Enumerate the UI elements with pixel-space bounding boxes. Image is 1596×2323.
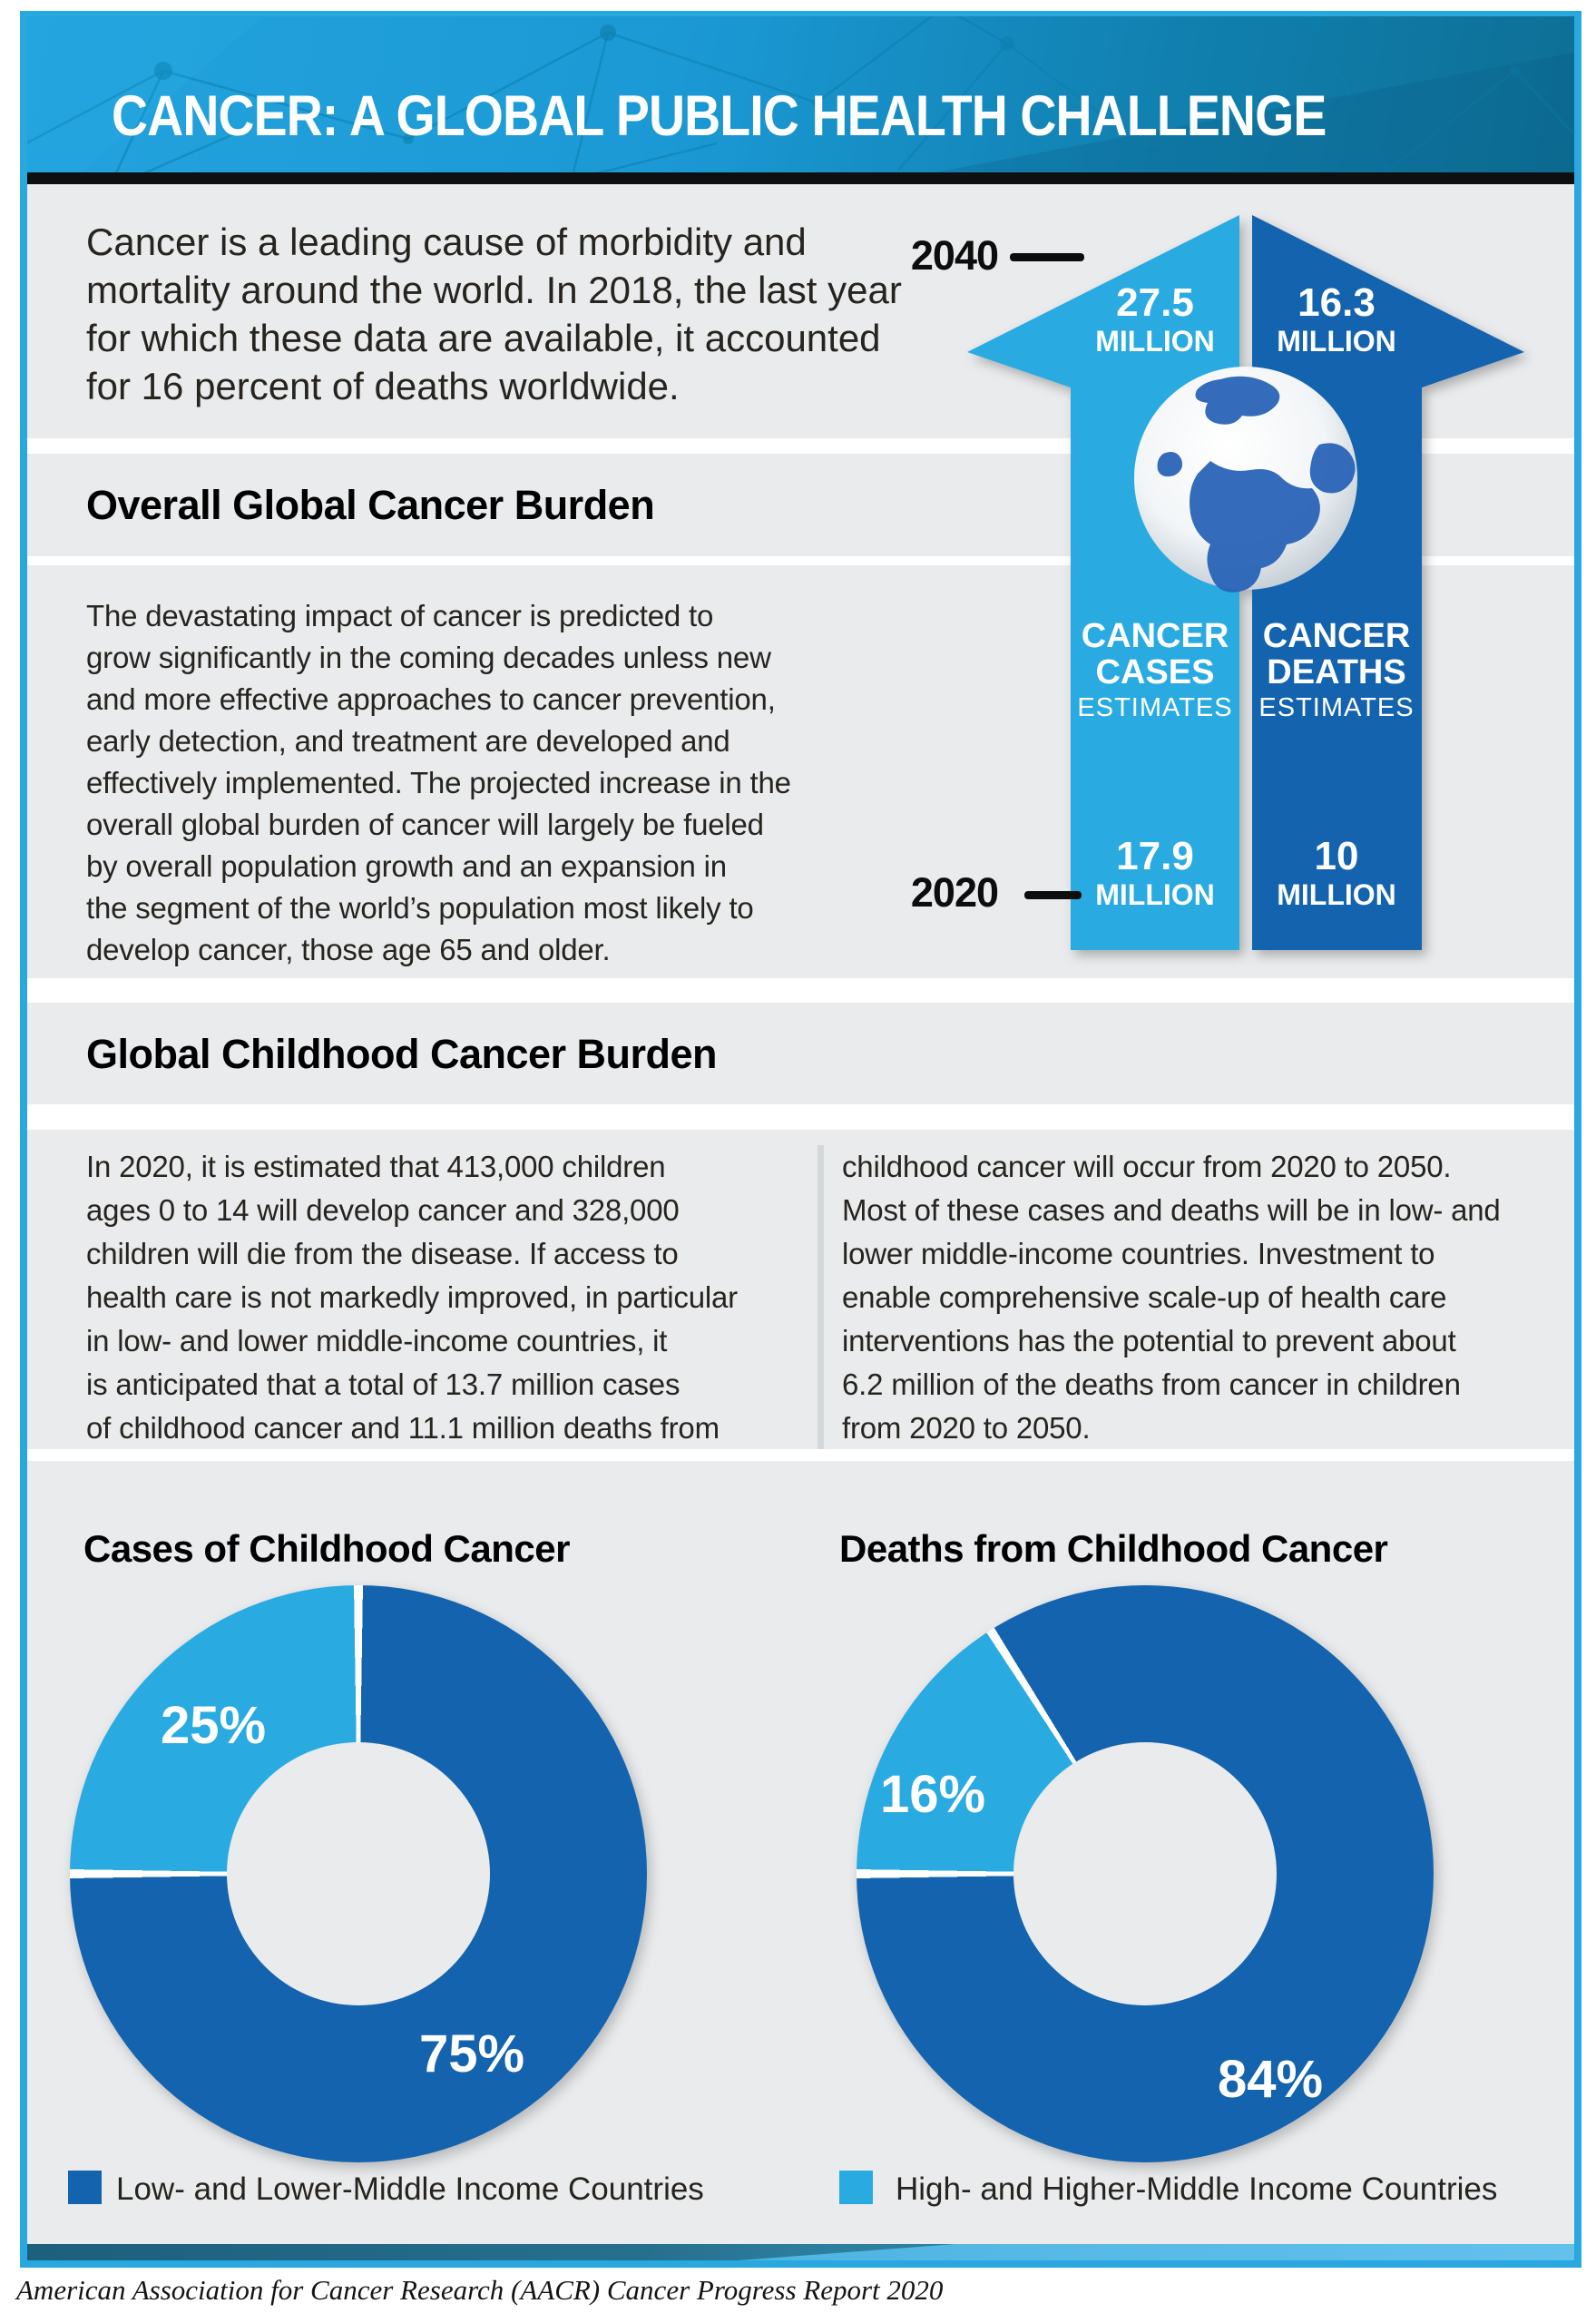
cases-donut-chart: 25% 75% [70, 1585, 647, 2162]
year-2020-label: 2020 [910, 869, 999, 916]
deaths-2040-value: 16.3 MILLION [1246, 280, 1427, 358]
globe-icon [1134, 367, 1357, 593]
deaths-donut-title: Deaths from Childhood Cancer [839, 1527, 1388, 1570]
header-banner: CANCER: A GLOBAL PUBLIC HEALTH CHALLENGE [27, 16, 1574, 172]
pct-label-light: 16% [879, 1765, 986, 1824]
deaths-2020-value: 10 MILLION [1246, 834, 1427, 911]
cases-column-title: CANCER CASES ESTIMATES [1064, 619, 1246, 721]
cases-2020-value: 17.9 MILLION [1064, 834, 1246, 911]
year-2040-label: 2040 [910, 232, 999, 279]
cases-word-cases: CASES [1095, 653, 1215, 691]
legend-label-high-income: High- and Higher-Middle Income Countries [896, 2171, 1498, 2207]
overall-section-heading: Overall Global Cancer Burden [86, 482, 655, 528]
frame-border-bottom [20, 2260, 1581, 2268]
cases-2020-unit: MILLION [1095, 878, 1215, 911]
intro-paragraph: Cancer is a leading cause of morbidity a… [86, 221, 902, 407]
cases-donut-hole [227, 1742, 490, 2005]
legend-swatch-high-income [839, 2171, 873, 2204]
frame-border-top [20, 11, 1581, 16]
deaths-word-estimates: ESTIMATES [1258, 693, 1415, 722]
cases-word-cancer: CANCER [1081, 617, 1229, 655]
pct-label-light: 25% [160, 1696, 267, 1755]
deaths-2020-number: 10 [1314, 834, 1359, 878]
cases-2040-number: 27.5 [1116, 280, 1194, 325]
cases-word-estimates: ESTIMATES [1077, 693, 1233, 722]
frame-border-right [1574, 11, 1581, 2268]
bottom-accent-wedge [739, 2244, 1574, 2260]
deaths-2040-unit: MILLION [1277, 325, 1396, 358]
cancer-growth-arrows-chart [967, 215, 1524, 950]
source-citation: American Association for Cancer Research… [16, 2274, 944, 2306]
cases-2020-number: 17.9 [1116, 834, 1194, 878]
overall-section-paragraph: The devastating impact of cancer is pred… [86, 599, 791, 966]
column-divider [818, 1145, 824, 1449]
frame-border-left [20, 11, 27, 2268]
legend-swatch-low-income [68, 2171, 102, 2204]
network-pattern-decoration [27, 16, 1574, 172]
pct-label-dark: 75% [418, 2024, 525, 2083]
deaths-donut-hole [1013, 1742, 1277, 2005]
cases-donut-title: Cases of Childhood Cancer [83, 1527, 570, 1570]
deaths-column-title: CANCER DEATHS ESTIMATES [1246, 619, 1427, 721]
cases-2040-value: 27.5 MILLION [1064, 280, 1246, 358]
childhood-heading-band [27, 1003, 1574, 1104]
deaths-2040-number: 16.3 [1297, 280, 1376, 325]
deaths-word-deaths: DEATHS [1267, 653, 1406, 691]
deaths-2020-unit: MILLION [1277, 878, 1396, 911]
year-2020-tick [1024, 891, 1082, 899]
deaths-donut-chart: 16% 84% [857, 1585, 1434, 2162]
pct-label-dark: 84% [1217, 2050, 1324, 2109]
header-divider-bar [27, 172, 1574, 184]
legend-label-low-income: Low- and Lower-Middle Income Countries [116, 2171, 704, 2207]
cases-2040-unit: MILLION [1095, 325, 1215, 358]
childhood-paragraph-left: In 2020, it is estimated that 413,000 ch… [86, 1150, 738, 1445]
childhood-body-bg [27, 1130, 1574, 1449]
deaths-word-cancer: CANCER [1262, 617, 1411, 655]
year-2040-tick [1010, 253, 1084, 261]
childhood-paragraph-right: childhood cancer will occur from 2020 to… [842, 1150, 1501, 1445]
childhood-section-heading: Global Childhood Cancer Burden [86, 1031, 718, 1077]
bottom-accent-band [27, 2244, 1574, 2260]
page-title: CANCER: A GLOBAL PUBLIC HEALTH CHALLENGE [112, 84, 1327, 148]
